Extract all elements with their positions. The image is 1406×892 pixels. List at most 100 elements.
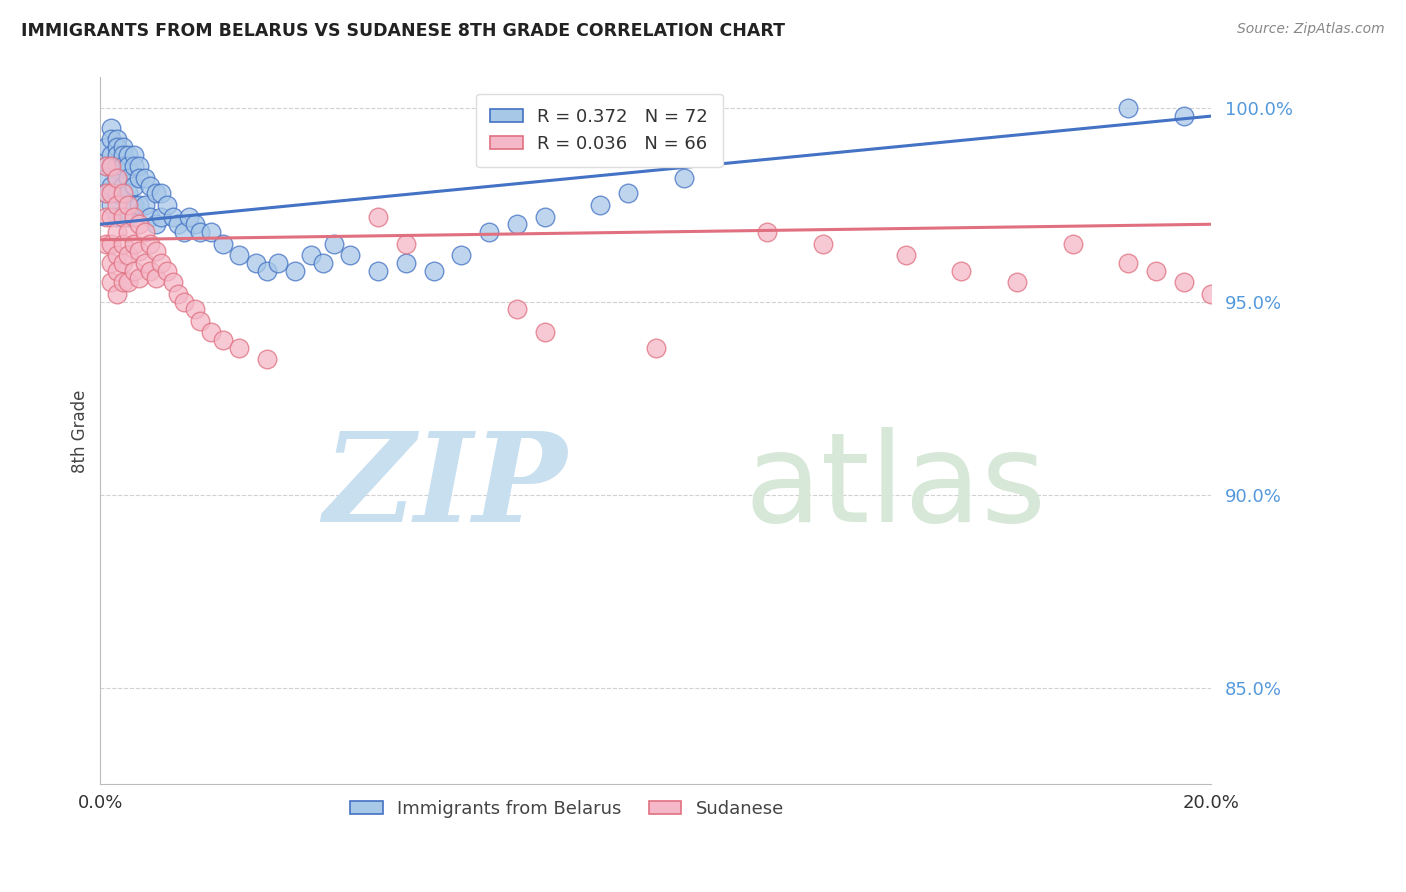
- Point: [150, 186, 173, 201]
- Point: [162, 210, 184, 224]
- Legend: Immigrants from Belarus, Sudanese: Immigrants from Belarus, Sudanese: [343, 792, 792, 825]
- Point: [111, 186, 134, 201]
- Point: [111, 210, 134, 224]
- Point: [211, 333, 233, 347]
- Point: [1144, 263, 1167, 277]
- Point: [950, 263, 973, 277]
- Point: [111, 275, 134, 289]
- Point: [1116, 101, 1139, 115]
- Point: [167, 286, 190, 301]
- Point: [173, 225, 195, 239]
- Point: [301, 248, 323, 262]
- Point: [450, 248, 472, 262]
- Point: [94, 186, 117, 201]
- Point: [200, 326, 222, 340]
- Point: [1116, 256, 1139, 270]
- Point: [105, 147, 128, 161]
- Point: [94, 236, 117, 251]
- Point: [122, 198, 145, 212]
- Text: Source: ZipAtlas.com: Source: ZipAtlas.com: [1237, 22, 1385, 37]
- Point: [228, 341, 250, 355]
- Point: [111, 210, 134, 224]
- Point: [111, 140, 134, 154]
- Point: [184, 302, 207, 317]
- Point: [211, 236, 233, 251]
- Point: [111, 256, 134, 270]
- Point: [1173, 275, 1195, 289]
- Point: [94, 210, 117, 224]
- Point: [322, 236, 344, 251]
- Point: [117, 159, 139, 173]
- Point: [94, 170, 117, 185]
- Point: [117, 210, 139, 224]
- Point: [267, 256, 290, 270]
- Point: [122, 236, 145, 251]
- Point: [1201, 286, 1223, 301]
- Point: [105, 132, 128, 146]
- Point: [139, 236, 162, 251]
- Point: [589, 198, 612, 212]
- Point: [94, 159, 117, 173]
- Point: [179, 210, 201, 224]
- Point: [200, 225, 222, 239]
- Point: [139, 178, 162, 193]
- Point: [100, 275, 122, 289]
- Point: [284, 263, 307, 277]
- Point: [422, 263, 444, 277]
- Point: [150, 210, 173, 224]
- Point: [100, 120, 122, 135]
- Point: [105, 210, 128, 224]
- Point: [122, 210, 145, 224]
- Point: [105, 170, 128, 185]
- Point: [1227, 294, 1250, 309]
- Point: [134, 198, 156, 212]
- Point: [117, 186, 139, 201]
- Point: [228, 248, 250, 262]
- Point: [478, 225, 501, 239]
- Point: [145, 217, 167, 231]
- Point: [1062, 236, 1084, 251]
- Point: [755, 225, 778, 239]
- Point: [256, 352, 278, 367]
- Point: [128, 244, 150, 259]
- Point: [100, 198, 122, 212]
- Point: [134, 225, 156, 239]
- Point: [506, 302, 529, 317]
- Point: [105, 225, 128, 239]
- Point: [145, 244, 167, 259]
- Point: [617, 186, 640, 201]
- Point: [672, 170, 695, 185]
- Point: [162, 275, 184, 289]
- Point: [311, 256, 333, 270]
- Point: [139, 210, 162, 224]
- Point: [1005, 275, 1028, 289]
- Point: [506, 217, 529, 231]
- Point: [1256, 302, 1278, 317]
- Point: [139, 263, 162, 277]
- Point: [111, 236, 134, 251]
- Point: [128, 198, 150, 212]
- Point: [128, 217, 150, 231]
- Point: [145, 186, 167, 201]
- Point: [105, 248, 128, 262]
- Point: [117, 198, 139, 212]
- Point: [100, 159, 122, 173]
- Point: [105, 140, 128, 154]
- Point: [105, 186, 128, 201]
- Point: [100, 186, 122, 201]
- Point: [117, 147, 139, 161]
- Point: [128, 271, 150, 285]
- Point: [100, 210, 122, 224]
- Point: [122, 263, 145, 277]
- Point: [367, 210, 389, 224]
- Point: [339, 248, 361, 262]
- Point: [184, 217, 207, 231]
- Point: [395, 256, 418, 270]
- Point: [111, 159, 134, 173]
- Y-axis label: 8th Grade: 8th Grade: [72, 389, 89, 473]
- Point: [134, 170, 156, 185]
- Point: [644, 341, 666, 355]
- Point: [117, 170, 139, 185]
- Text: IMMIGRANTS FROM BELARUS VS SUDANESE 8TH GRADE CORRELATION CHART: IMMIGRANTS FROM BELARUS VS SUDANESE 8TH …: [21, 22, 785, 40]
- Point: [156, 198, 179, 212]
